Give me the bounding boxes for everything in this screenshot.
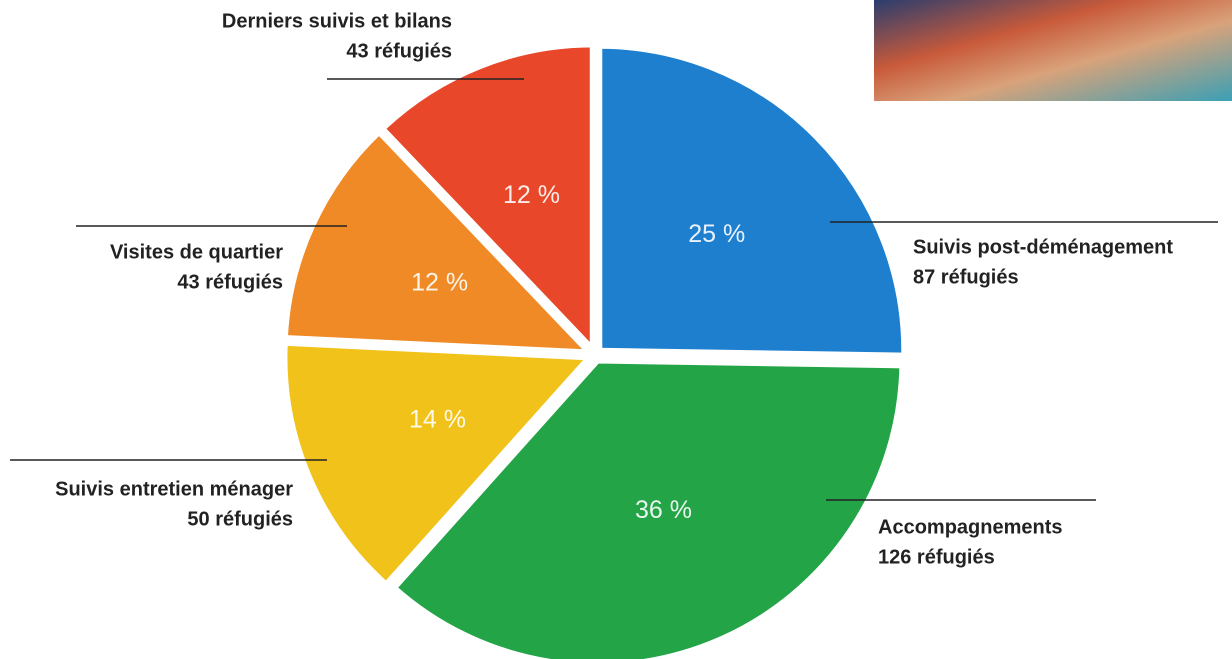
pie-slice — [596, 42, 908, 359]
slice-percent: 25 % — [688, 220, 745, 248]
slice-percent: 12 % — [503, 181, 560, 209]
slice-count: 126 réfugiés — [878, 546, 995, 568]
slice-name: Visites de quartier — [110, 241, 283, 263]
slice-count: 50 réfugiés — [187, 508, 293, 530]
slice-percent: 12 % — [411, 269, 468, 297]
slice-name: Derniers suivis et bilans — [222, 10, 452, 32]
slice-percent: 14 % — [409, 406, 466, 434]
slice-name: Suivis entretien ménager — [55, 478, 293, 500]
slice-percent: 36 % — [635, 496, 692, 524]
slice-count: 87 réfugiés — [913, 266, 1019, 288]
photo — [874, 0, 1232, 101]
pie-slice — [378, 41, 596, 357]
slice-name: Accompagnements — [878, 516, 1063, 538]
slice-name: Suivis post-déménagement — [913, 236, 1173, 258]
pie-slice — [281, 339, 596, 589]
slice-count: 43 réfugiés — [346, 40, 452, 62]
pie-slice — [389, 357, 906, 659]
slice-count: 43 réfugiés — [177, 271, 283, 293]
